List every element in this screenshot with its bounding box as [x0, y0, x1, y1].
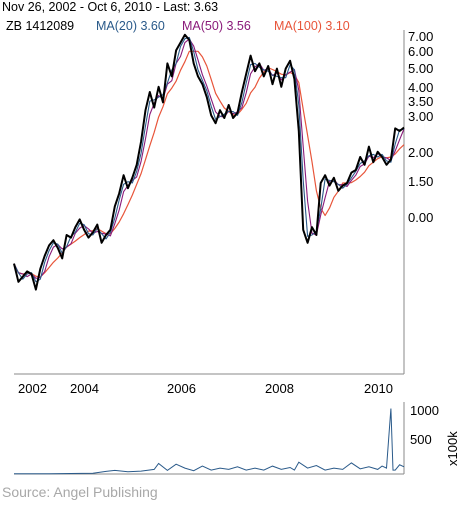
main-plot: 7.00 6.00 5.00 4.00 3.50 3.00 2.00 1.50 …: [13, 29, 433, 396]
volume-line: [14, 408, 405, 475]
series-lines: [13, 33, 405, 291]
volume-series: [14, 408, 405, 475]
volume-tick-label: 1000: [410, 403, 439, 418]
chart-symbol: ZB 1412089: [6, 19, 74, 33]
volume-tick-label: 500: [410, 432, 432, 447]
y-tick-label: 5.00: [408, 61, 433, 76]
legend-ma20: MA(20) 3.60: [96, 19, 165, 33]
x-tick-label: 2008: [265, 381, 294, 396]
y-tick-labels: 7.00 6.00 5.00 4.00 3.50 3.00 2.00 1.50 …: [408, 29, 433, 225]
price-line: [13, 33, 405, 291]
y-tick-label: 3.50: [408, 94, 433, 109]
source-note: Source: Angel Publishing: [2, 484, 158, 500]
y-tick-label: 4.00: [408, 80, 433, 95]
x-tick-label: 2006: [167, 381, 196, 396]
volume-plot: 1000 500 x100k: [14, 402, 460, 475]
y-tick-label: 7.00: [408, 29, 433, 44]
x-tick-label: 2004: [70, 381, 99, 396]
y-tick-label: 2.00: [408, 145, 433, 160]
ma100-line: [13, 50, 405, 278]
x-tick-label: 2010: [364, 381, 393, 396]
x-tick-label: 2002: [18, 381, 47, 396]
y-tick-label: 0.00: [408, 210, 433, 225]
legend-ma50: MA(50) 3.56: [182, 19, 251, 33]
y-tick-label: 3.00: [408, 109, 433, 124]
legend-ma100: MA(100) 3.10: [274, 19, 350, 33]
y-tick-label: 6.00: [408, 44, 433, 59]
x-tick-labels: 2002 2004 2006 2008 2010: [18, 381, 393, 396]
volume-unit-label: x100k: [445, 431, 460, 466]
ma20-line: [13, 36, 405, 283]
chart-date-range: Nov 26, 2002 - Oct 6, 2010 - Last: 3.63: [2, 0, 218, 14]
y-tick-label: 1.50: [408, 174, 433, 189]
